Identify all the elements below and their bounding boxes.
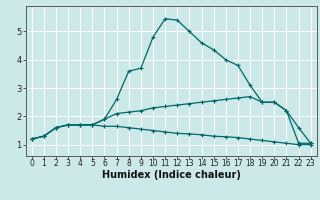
- X-axis label: Humidex (Indice chaleur): Humidex (Indice chaleur): [102, 170, 241, 180]
